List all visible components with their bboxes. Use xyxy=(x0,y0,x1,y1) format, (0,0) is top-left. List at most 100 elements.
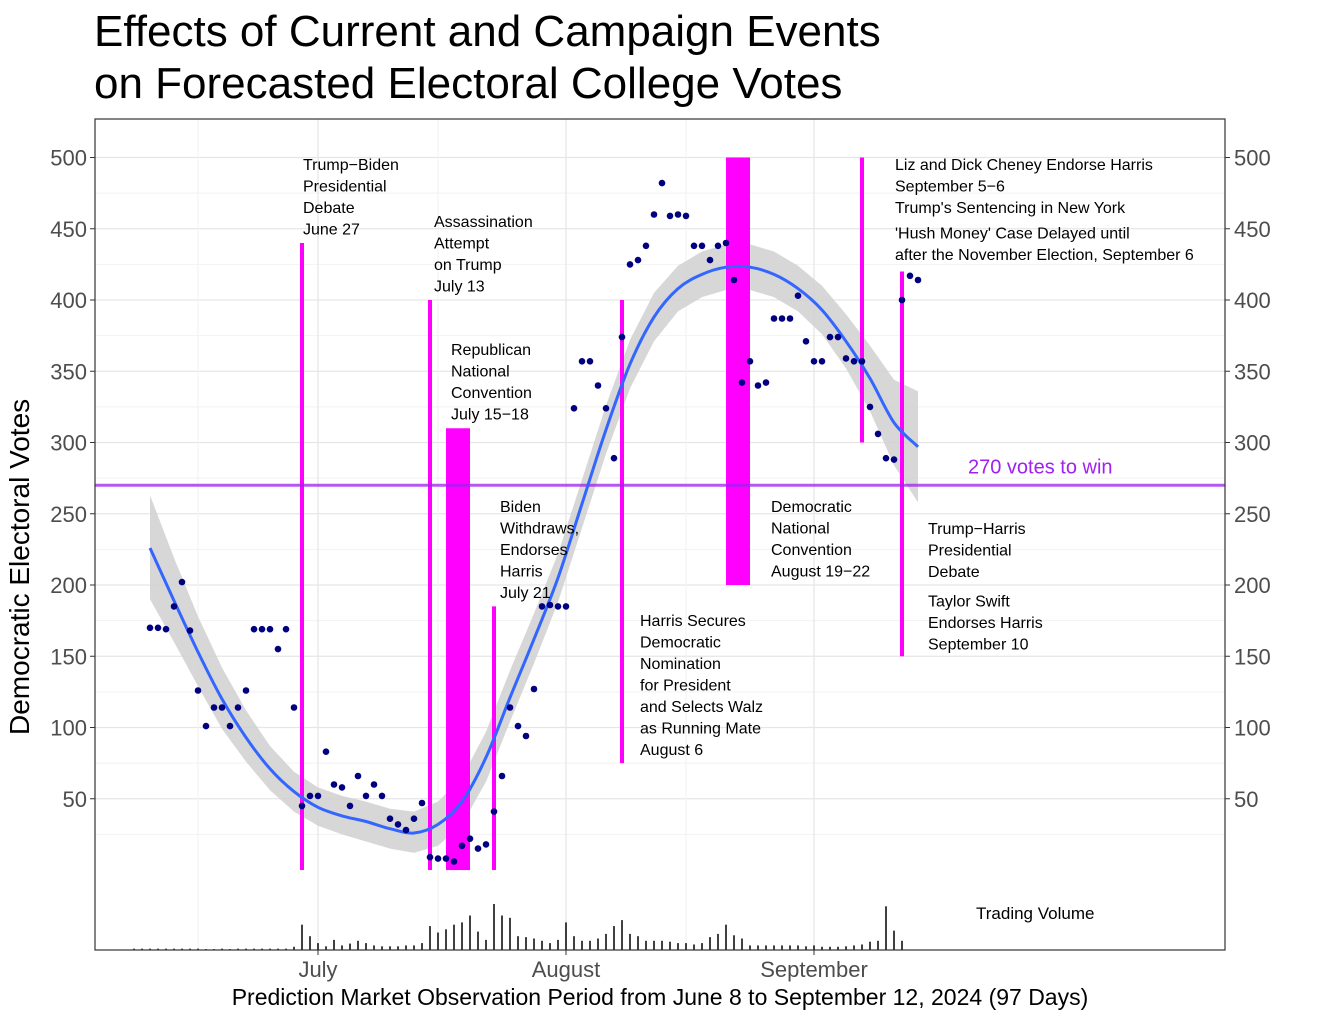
y-tick-label-left: 500 xyxy=(50,146,87,171)
y-tick-label-left: 200 xyxy=(50,573,87,598)
event-label-7: after the November Election, September 6 xyxy=(895,247,1194,264)
event-label-6: National xyxy=(771,521,830,538)
data-point xyxy=(762,379,770,386)
data-point xyxy=(842,355,850,362)
y-tick-label-right: 300 xyxy=(1234,431,1271,456)
plot-border xyxy=(94,118,1226,951)
event-bar-3 xyxy=(446,428,470,871)
y-tick-label-right: 450 xyxy=(1234,217,1271,242)
event-label-3: Convention xyxy=(451,385,532,402)
event-label-8: September 10 xyxy=(928,637,1029,654)
data-point xyxy=(426,853,434,861)
data-point xyxy=(538,603,546,610)
y-tick-label-left: 400 xyxy=(50,288,87,313)
data-point xyxy=(690,242,698,250)
event-label-5: as Running Mate xyxy=(640,721,761,738)
data-point xyxy=(250,625,258,633)
event-label-2: July 13 xyxy=(434,279,485,296)
data-point xyxy=(618,333,626,341)
data-point xyxy=(882,454,890,462)
y-tick-label-left: 300 xyxy=(50,431,87,456)
event-bar-6 xyxy=(726,157,750,585)
data-point xyxy=(242,687,250,694)
y-tick-label-right: 400 xyxy=(1234,288,1271,313)
data-point xyxy=(818,358,826,365)
event-label-4: July 21 xyxy=(500,585,551,602)
data-point xyxy=(378,792,386,800)
data-point xyxy=(914,276,922,284)
data-point xyxy=(730,276,738,284)
event-label-5: and Selects Walz xyxy=(640,699,763,716)
y-tick-label-right: 350 xyxy=(1234,359,1271,384)
data-point xyxy=(386,815,394,822)
data-point xyxy=(322,748,330,755)
event-label-4: Withdraws, xyxy=(500,521,579,538)
data-point xyxy=(850,358,858,365)
chart-title-line-2: on Forecasted Electoral College Votes xyxy=(94,59,843,108)
event-label-5: Democratic xyxy=(640,635,721,652)
data-point xyxy=(682,212,690,220)
chart-title: Effects of Current and Campaign Events o… xyxy=(94,6,881,110)
data-point xyxy=(194,687,202,694)
data-point xyxy=(506,704,514,711)
y-tick-label-left: 150 xyxy=(50,644,87,669)
data-point xyxy=(514,722,522,730)
data-point xyxy=(498,772,506,780)
event-label-2: Assassination xyxy=(434,214,533,231)
event-label-5: for President xyxy=(640,678,731,695)
event-label-8: Presidential xyxy=(928,543,1012,560)
data-point xyxy=(786,315,794,322)
data-point xyxy=(466,835,474,842)
data-point xyxy=(482,841,490,848)
data-point xyxy=(442,855,450,862)
event-label-2: on Trump xyxy=(434,257,502,274)
data-point xyxy=(306,792,314,800)
data-point xyxy=(290,704,298,711)
data-point xyxy=(258,625,266,633)
data-point xyxy=(858,358,866,365)
y-tick-label-right: 200 xyxy=(1234,573,1271,598)
data-point xyxy=(162,625,170,633)
event-bar-8 xyxy=(900,271,904,657)
data-point xyxy=(610,454,618,462)
data-point xyxy=(834,333,842,341)
data-point xyxy=(282,625,290,633)
x-axis-label: Prediction Market Observation Period fro… xyxy=(231,984,1089,1010)
y-tick-label-left: 250 xyxy=(50,502,87,527)
event-label-8: Endorses Harris xyxy=(928,615,1043,632)
event-label-3: July 15−18 xyxy=(451,407,529,424)
data-point xyxy=(170,603,178,610)
y-tick-label-right: 500 xyxy=(1234,146,1271,171)
event-label-1: Trump−Biden xyxy=(303,157,399,174)
event-bar-5 xyxy=(620,300,624,764)
data-point xyxy=(898,296,906,304)
data-point xyxy=(826,333,834,341)
data-point xyxy=(154,624,162,632)
data-point xyxy=(522,732,530,740)
y-tick-label-left: 350 xyxy=(50,359,87,384)
data-point xyxy=(906,272,914,280)
event-label-4: Biden xyxy=(500,499,541,516)
data-point xyxy=(770,315,778,322)
event-label-3: Republican xyxy=(451,342,531,359)
data-point xyxy=(738,379,746,386)
data-point xyxy=(234,704,242,711)
data-point xyxy=(658,179,666,187)
data-point xyxy=(530,685,538,693)
data-point xyxy=(330,781,338,788)
data-point xyxy=(602,405,610,412)
data-point xyxy=(186,627,194,634)
data-point xyxy=(722,239,730,247)
event-label-7: September 5−6 xyxy=(895,179,1005,196)
data-point xyxy=(794,292,802,300)
event-label-5: Nomination xyxy=(640,656,721,673)
data-point xyxy=(370,781,378,788)
event-bar-7 xyxy=(860,157,864,443)
data-point xyxy=(474,845,482,852)
data-point xyxy=(226,722,234,730)
x-tick-label: August xyxy=(532,957,601,982)
event-label-5: Harris Secures xyxy=(640,613,746,630)
smooth-trend-line xyxy=(148,264,920,835)
y-tick-label-right: 50 xyxy=(1234,787,1258,812)
